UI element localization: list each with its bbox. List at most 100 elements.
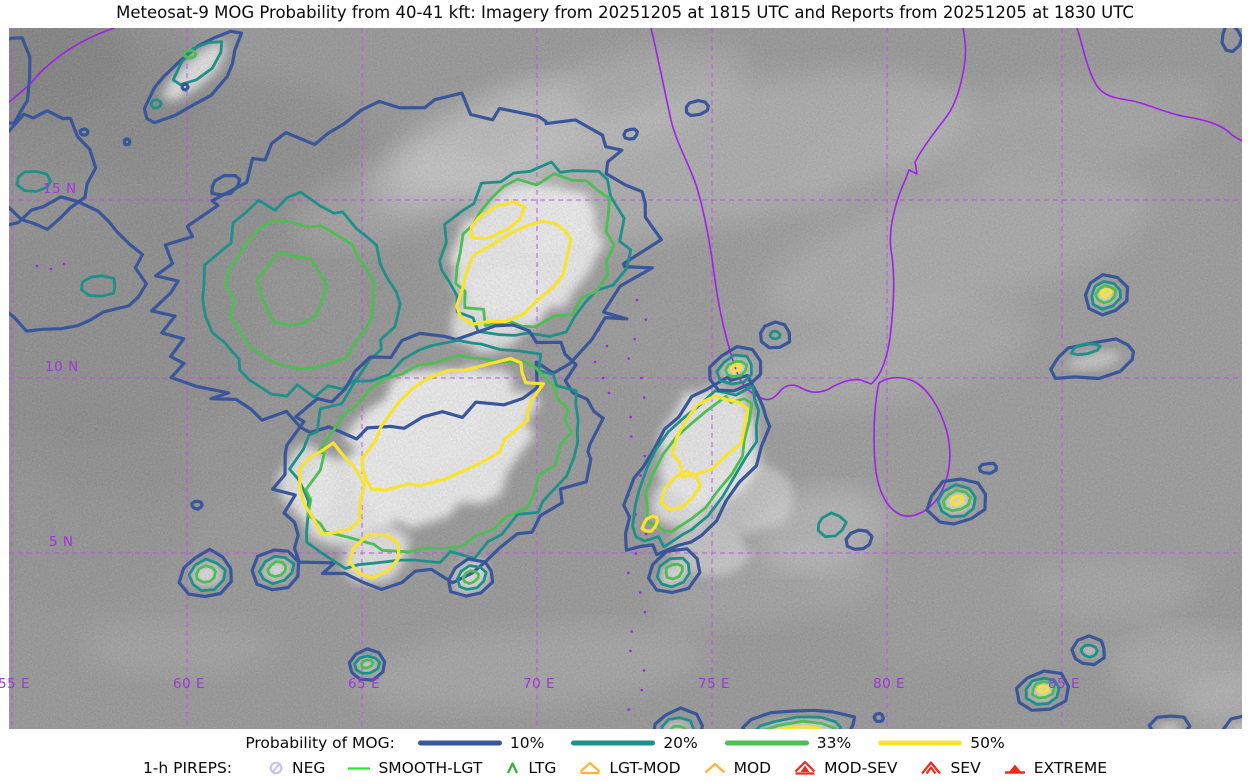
mog-10-line-icon [417,740,502,746]
mog-33-line-icon [724,740,809,746]
mog-contour-teal [15,170,52,193]
mog-contour-navy [1220,28,1242,54]
coastlines [9,28,1242,517]
sev-icon [921,761,942,775]
mog-contour-navy [122,137,132,147]
island-speck [634,552,638,555]
mog-contour-green [195,564,217,584]
mog-contour-teal [1090,280,1122,311]
mog-contour-teal [754,715,842,729]
coast-northeast [1076,28,1242,142]
island-speck [644,532,648,536]
mog-legend-item-33: 33% [724,734,851,752]
pireps-item-lgt-mod: LGT-MOD [578,759,681,777]
pireps-item-extreme: EXTREME [1003,759,1107,777]
island-speck [640,688,644,692]
mog-contour-navy [622,127,639,141]
pireps-mod-label: MOD [733,759,772,777]
pireps-item-ltg: LTG [504,759,556,777]
mog-contour-navy [9,36,32,125]
extreme-icon [1004,764,1025,774]
satellite-map: 15 N 10 N 5 N 55 E 60 E 65 E 70 E 75 E 8… [0,28,1242,729]
mog-contour-navy [9,195,148,333]
island-speck [630,435,633,438]
pireps-extreme-label: EXTREME [1033,759,1108,777]
pireps-legend-label: 1-h PIREPS: [142,759,233,777]
mog-contour-navy [177,547,233,599]
mog-contour-navy [190,499,204,511]
coast-india [650,28,967,401]
mog-contour-teal [1079,643,1099,659]
island-speck [629,649,632,653]
mog-contour-navy [684,99,710,118]
mog-contour-green [1094,284,1118,305]
mog-contour-green [223,219,376,371]
mog-contour-green [1031,680,1056,700]
mog-contour-navy [78,127,90,137]
mog-contour-teal [936,483,977,519]
island-speck [35,264,39,268]
mog-contour-green [669,724,688,729]
mog-contour-navy [925,477,988,526]
pireps-ltg-label: LTG [528,759,557,777]
island-speck [638,591,642,594]
mog-contour-navy [347,647,387,682]
mog-contour-green [724,360,749,379]
island-speck [627,357,630,360]
mog-legend: Probability of MOG: 10% 20% 33% 50% [0,731,1250,755]
pireps-lgt-mod-label: LGT-MOD [609,759,681,777]
mog-contour-teal [171,40,224,86]
neg-icon [269,761,283,775]
pireps-item-smooth-lgt: SMOOTH-LGT [347,759,482,777]
mog-contour-navy [652,706,704,729]
island-speck [607,391,611,395]
island-speck [605,344,609,348]
smooth-lgt-icon [348,767,371,770]
mog-contour-green [454,172,616,329]
mog-contour-navy [210,173,242,197]
mog-contour-yellow [360,357,545,492]
mog-contour-yellow [659,469,703,512]
pireps-legend: 1-h PIREPS: NEG SMOOTH-LGT LTG [0,756,1250,780]
island-speck [640,376,643,380]
mog-contour-yellow [949,494,965,506]
mog-contour-navy [447,557,495,598]
pireps-item-sev: SEV [919,759,981,777]
island-speck [593,360,597,364]
mog-contour-green [360,658,375,670]
island-speck [643,454,646,458]
island-speck [639,474,642,477]
mog-contour-yellow [670,394,750,479]
mog-contour-yellow [298,441,367,536]
mog-contour-yellow [777,725,822,729]
mod-sev-icon [794,760,816,775]
graticule [9,28,1242,729]
mog-contour-teal [353,654,382,675]
mog-20-label: 20% [663,734,698,752]
mog-20-line-icon [571,740,656,746]
mog-contour-navy [758,320,792,350]
mog-contour-navy [1083,273,1130,317]
mog-legend-label: Probability of MOG: [245,734,395,752]
pireps-mod-sev-label: MOD-SEV [824,759,898,777]
island-speck [601,376,605,380]
island-speck [633,337,636,341]
island-speck [642,669,646,672]
mog-legend-item-10: 10% [417,734,544,752]
mog-50-line-icon [878,740,963,746]
mog-contour-yellow [348,533,401,580]
mog-contour-teal [715,353,753,386]
satellite-svg [9,28,1242,729]
pireps-item-mod-sev: MOD-SEV [793,759,897,777]
mog-contour-navy [1049,337,1136,381]
island-speck [643,610,647,614]
mog-contour-teal [1024,676,1061,706]
mog-33-label: 33% [816,734,852,752]
mog-contour-green [941,488,972,513]
mog-contour-yellow [1099,288,1113,298]
mog-legend-item-50: 50% [877,734,1005,752]
island-speck [49,267,53,271]
island-speck [630,630,633,633]
mog-contour-navy [741,708,857,729]
lgt-mod-icon [580,761,601,775]
